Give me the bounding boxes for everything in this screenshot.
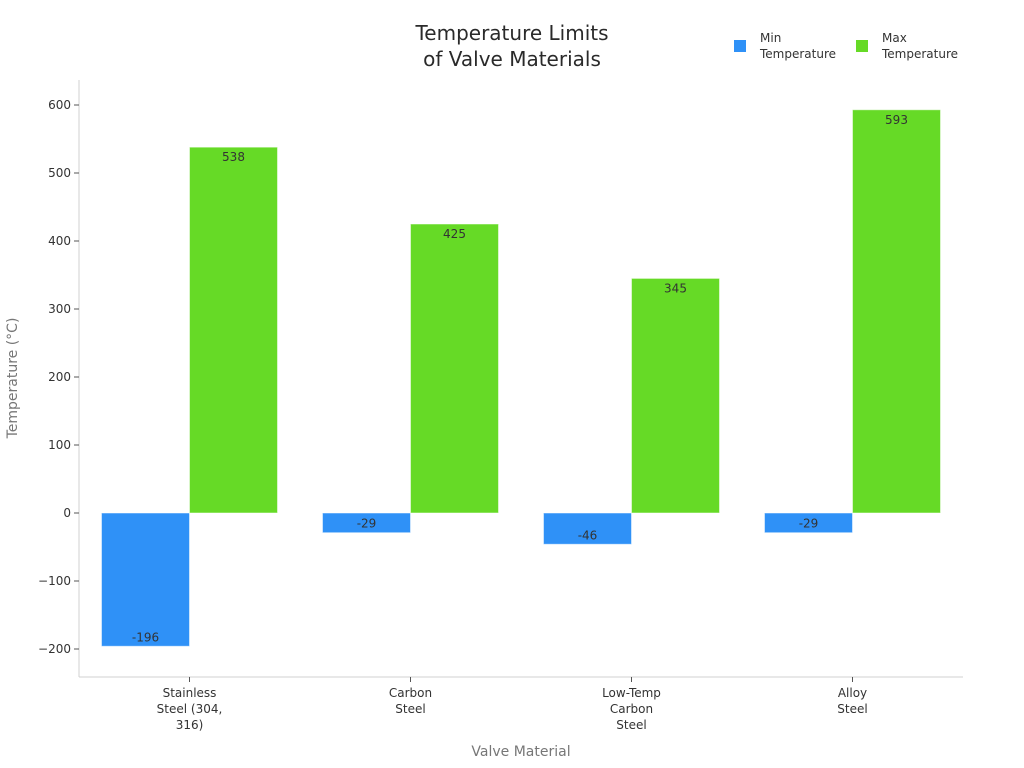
x-axis-title: Valve Material	[471, 744, 570, 760]
x-tick-label: Steel	[616, 718, 646, 732]
y-tick-label: 500	[48, 166, 71, 180]
chart-title-line-1: Temperature Limits	[415, 21, 609, 45]
bar-value-label: -46	[578, 528, 598, 542]
y-tick-label: −100	[38, 574, 71, 588]
x-tick-label: Stainless	[163, 686, 217, 700]
legend-swatch-min-icon	[734, 40, 746, 52]
bar-max-temperature[interactable]	[631, 277, 720, 514]
bar-value-label: -196	[132, 630, 159, 644]
bar-value-label: 345	[664, 281, 687, 295]
legend-label-min-line-1: Min	[760, 31, 782, 45]
x-tick-label: Alloy	[838, 686, 867, 700]
chart-title-line-2: of Valve Materials	[423, 47, 601, 71]
bar-value-label: -29	[799, 517, 819, 531]
y-tick-label: −200	[38, 642, 71, 656]
y-tick-label: 600	[48, 98, 71, 112]
y-tick-label: 0	[63, 506, 71, 520]
legend-label-min: Min Temperature	[760, 30, 836, 62]
legend-label-max: Max Temperature	[882, 30, 958, 62]
legend-label-max-line-1: Max	[882, 31, 907, 45]
bar-max-temperature[interactable]	[852, 109, 941, 514]
x-tick-label: Carbon	[389, 686, 432, 700]
bar-max-temperature[interactable]	[189, 146, 278, 514]
x-tick-label: 316)	[176, 718, 204, 732]
bar-min-temperature[interactable]	[322, 512, 411, 534]
legend-item-max[interactable]: Max Temperature	[856, 30, 958, 62]
bar-value-label: -29	[357, 517, 377, 531]
x-tick-label: Low-Temp	[602, 686, 661, 700]
y-axis-title: Temperature (°C)	[5, 318, 21, 440]
legend-label-min-line-2: Temperature	[760, 47, 837, 61]
y-tick-label: 400	[48, 234, 71, 248]
x-tick-label: Steel	[837, 702, 867, 716]
bar-value-label: 425	[443, 227, 466, 241]
bar-value-label: 538	[222, 150, 245, 164]
legend-item-min[interactable]: Min Temperature	[734, 30, 836, 62]
x-tick-label: Carbon	[610, 702, 653, 716]
bar-min-temperature[interactable]	[101, 512, 190, 647]
bar-min-temperature[interactable]	[764, 512, 853, 534]
bar-value-label: 593	[885, 113, 908, 127]
y-tick-label: 100	[48, 438, 71, 452]
x-tick-label: Steel	[395, 702, 425, 716]
chart-title: Temperature Limits of Valve Materials	[362, 20, 662, 72]
y-tick-label: 300	[48, 302, 71, 316]
legend-swatch-max-icon	[856, 40, 868, 52]
bar-max-temperature[interactable]	[410, 223, 499, 514]
legend-label-max-line-2: Temperature	[882, 47, 959, 61]
y-tick-label: 200	[48, 370, 71, 384]
x-tick-label: Steel (304,	[157, 702, 223, 716]
bar-min-temperature[interactable]	[543, 512, 632, 545]
